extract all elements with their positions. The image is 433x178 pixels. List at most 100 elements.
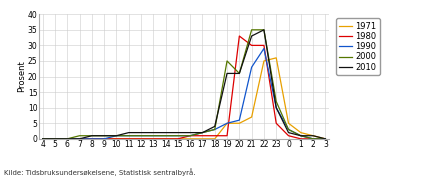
2010 (139, 132, 144, 134)
2010 (40, 138, 45, 140)
1971 (298, 132, 304, 134)
2000 (262, 29, 267, 31)
2010 (262, 29, 267, 31)
2010 (187, 132, 193, 134)
1980 (40, 138, 45, 140)
1990 (77, 138, 82, 140)
1990 (323, 138, 328, 140)
2000 (126, 135, 131, 137)
1990 (200, 132, 205, 134)
1971 (175, 138, 181, 140)
1990 (163, 135, 168, 137)
2000 (200, 132, 205, 134)
1971 (101, 138, 107, 140)
1971 (237, 122, 242, 124)
1980 (298, 138, 304, 140)
1990 (89, 138, 94, 140)
2000 (65, 138, 70, 140)
1990 (237, 119, 242, 121)
1990 (249, 66, 254, 68)
1980 (286, 135, 291, 137)
2000 (163, 135, 168, 137)
2010 (163, 132, 168, 134)
Line: 1980: 1980 (43, 36, 325, 139)
2010 (126, 132, 131, 134)
1980 (65, 138, 70, 140)
1971 (163, 138, 168, 140)
1990 (187, 135, 193, 137)
1980 (114, 138, 119, 140)
1971 (249, 116, 254, 118)
1980 (163, 138, 168, 140)
1990 (212, 129, 217, 131)
2000 (274, 100, 279, 103)
1971 (40, 138, 45, 140)
1980 (310, 138, 316, 140)
1990 (175, 135, 181, 137)
2000 (101, 135, 107, 137)
1971 (187, 138, 193, 140)
2010 (310, 135, 316, 137)
2010 (114, 135, 119, 137)
1990 (310, 138, 316, 140)
2010 (52, 138, 58, 140)
1971 (65, 138, 70, 140)
1980 (237, 35, 242, 37)
1971 (262, 60, 267, 62)
2010 (212, 125, 217, 127)
1990 (126, 135, 131, 137)
1980 (101, 138, 107, 140)
1971 (77, 138, 82, 140)
2000 (298, 135, 304, 137)
1971 (114, 138, 119, 140)
2000 (323, 138, 328, 140)
2010 (175, 132, 181, 134)
2000 (249, 29, 254, 31)
2010 (89, 135, 94, 137)
2010 (151, 132, 156, 134)
1980 (274, 122, 279, 124)
1980 (200, 135, 205, 137)
1980 (139, 138, 144, 140)
1990 (286, 129, 291, 131)
2010 (249, 35, 254, 37)
1980 (89, 138, 94, 140)
1971 (224, 122, 229, 124)
2000 (139, 135, 144, 137)
1990 (151, 135, 156, 137)
1990 (114, 135, 119, 137)
2010 (65, 138, 70, 140)
2010 (77, 138, 82, 140)
1990 (40, 138, 45, 140)
1980 (224, 135, 229, 137)
1971 (52, 138, 58, 140)
2010 (200, 132, 205, 134)
1990 (262, 47, 267, 49)
Line: 2000: 2000 (43, 30, 325, 139)
2000 (175, 135, 181, 137)
2000 (212, 129, 217, 131)
1971 (89, 138, 94, 140)
1980 (187, 135, 193, 137)
1990 (65, 138, 70, 140)
1971 (286, 122, 291, 124)
Line: 2010: 2010 (43, 30, 325, 139)
2000 (237, 72, 242, 74)
1990 (52, 138, 58, 140)
Text: Kilde: Tidsbruksundersøkelsene, Statistisk sentralbyrå.: Kilde: Tidsbruksundersøkelsene, Statisti… (4, 169, 196, 176)
2010 (274, 107, 279, 109)
2010 (323, 138, 328, 140)
2000 (89, 135, 94, 137)
1971 (151, 138, 156, 140)
1971 (139, 138, 144, 140)
1971 (323, 138, 328, 140)
2010 (237, 72, 242, 74)
1971 (126, 138, 131, 140)
1980 (249, 44, 254, 46)
1990 (101, 138, 107, 140)
1980 (175, 138, 181, 140)
1980 (323, 138, 328, 140)
1990 (139, 135, 144, 137)
1990 (274, 107, 279, 109)
2000 (286, 129, 291, 131)
